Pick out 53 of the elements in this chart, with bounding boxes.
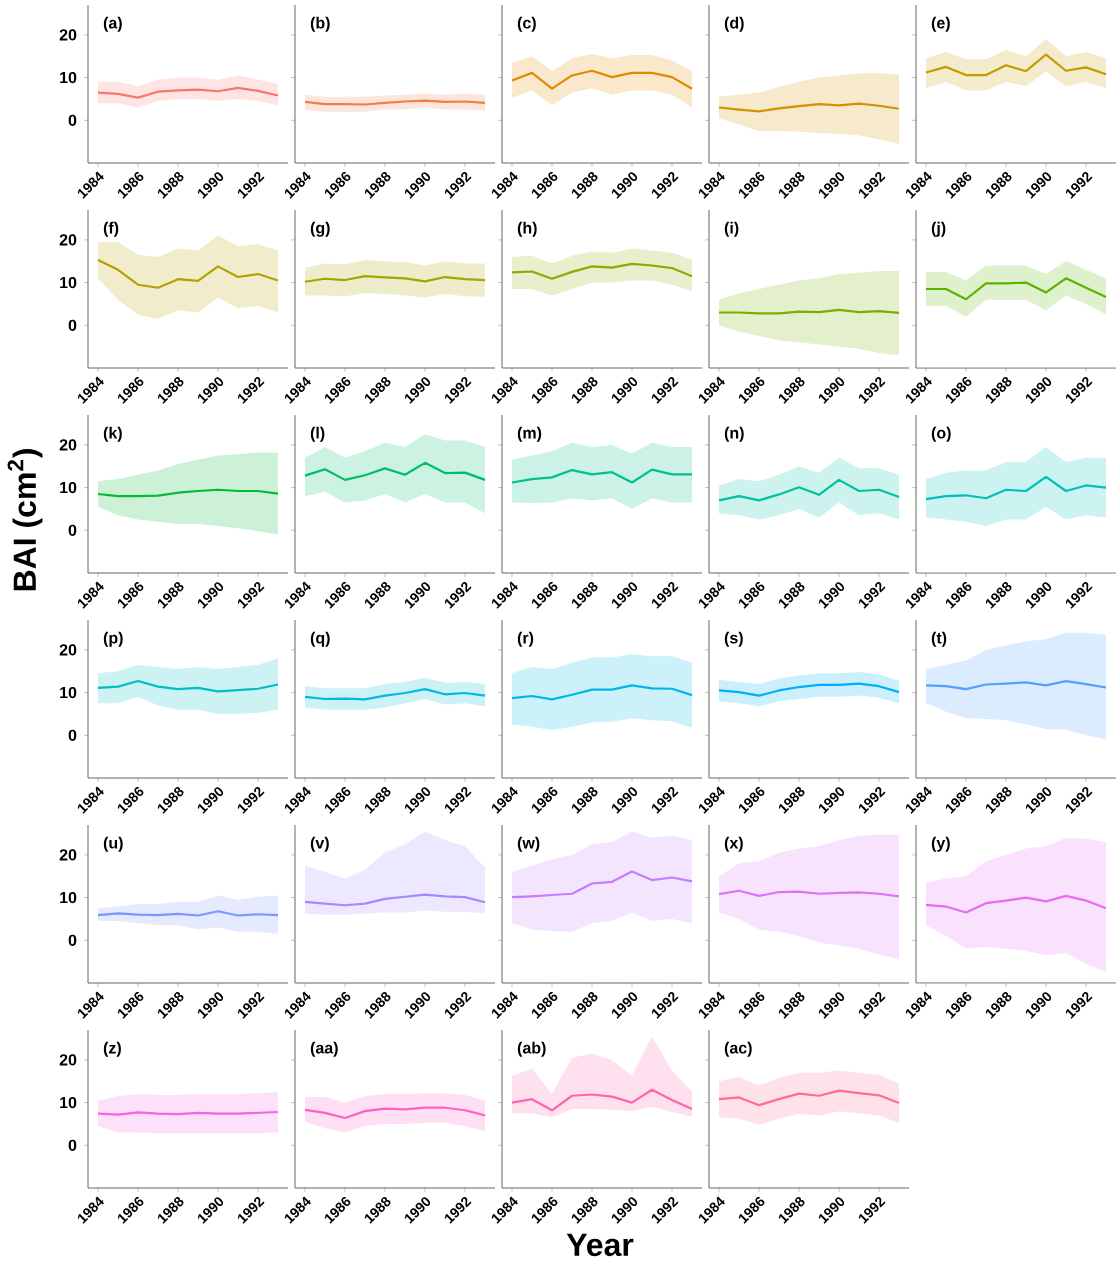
annotation: (b) — [310, 16, 330, 32]
annotation: (d) — [724, 16, 744, 32]
y-tick-label: 10 — [60, 891, 77, 904]
annotation: (j) — [931, 221, 946, 237]
y-tick-label: 20 — [59, 1054, 77, 1066]
annotation: (p) — [103, 631, 123, 647]
annotation: (ab) — [517, 1041, 546, 1057]
annotation: (i) — [724, 221, 739, 237]
annotation: (e) — [931, 16, 950, 32]
y-tick-label: 0 — [68, 319, 77, 331]
y-tick-label: 20 — [59, 234, 77, 246]
annotation: (n) — [724, 426, 744, 442]
line-series — [96, 258, 280, 289]
annotation: (s) — [724, 631, 743, 647]
annotation: (m) — [517, 426, 542, 442]
annotation: (f) — [103, 221, 119, 237]
y-tick-label: 20 — [59, 644, 77, 656]
annotation: (t) — [931, 631, 947, 647]
x-axis-title: Year — [566, 1233, 634, 1257]
y-tick-label: 0 — [68, 934, 77, 946]
y-tick-label: 20 — [59, 849, 77, 861]
annotation: (aa) — [310, 1041, 338, 1057]
y-tick-label: 10 — [60, 276, 77, 289]
annotation: (u) — [103, 836, 123, 852]
y-tick-label: 20 — [59, 439, 77, 451]
y-tick-label: 20 — [59, 29, 77, 41]
line-series — [96, 488, 280, 498]
annotation: (q) — [310, 631, 330, 647]
annotation: (z) — [103, 1041, 121, 1057]
y-tick-label: 10 — [60, 71, 77, 84]
annotation: (x) — [724, 836, 743, 852]
annotation: (c) — [517, 16, 536, 32]
y-tick-label: 0 — [68, 524, 77, 536]
annotation: (r) — [517, 631, 534, 647]
annotation: (g) — [310, 221, 330, 237]
y-axis-title: BAI (cm$^{2}$) — [7, 449, 43, 591]
annotation: (v) — [310, 836, 329, 852]
annotation: (h) — [517, 221, 537, 237]
annotation: (w) — [517, 836, 540, 852]
annotation: (o) — [931, 426, 951, 442]
y-tick-label: 0 — [68, 729, 77, 741]
annotation: (a) — [103, 16, 122, 32]
y-tick-label: 10 — [60, 481, 77, 494]
line-series — [96, 86, 280, 99]
y-tick-label: 10 — [60, 686, 77, 699]
y-tick-label: 10 — [60, 1096, 77, 1109]
annotation: (ac) — [724, 1041, 752, 1057]
line-series — [96, 679, 280, 693]
annotation: (k) — [103, 426, 122, 442]
y-tick-label: 0 — [68, 1139, 77, 1151]
annotation: (l) — [310, 426, 325, 442]
y-tick-label: 0 — [68, 114, 77, 126]
annotation: (y) — [931, 836, 950, 852]
